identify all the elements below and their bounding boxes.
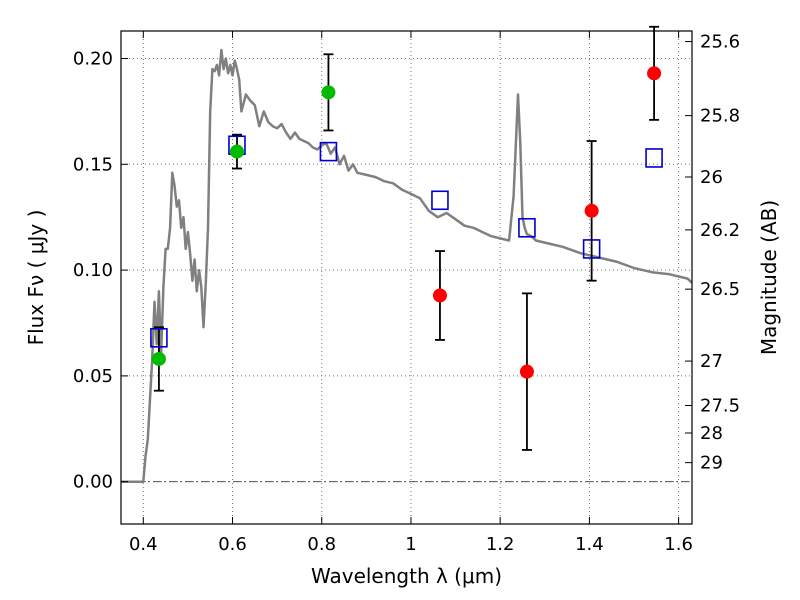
blue-square-marker — [518, 217, 536, 238]
y-tick-label: 0.00 — [73, 472, 113, 493]
right-tick-label: 29 — [700, 453, 723, 474]
y-tick-label: 0.20 — [73, 49, 113, 70]
right-tick-label: 27.5 — [700, 396, 740, 417]
data-point — [519, 364, 534, 379]
tick-layer: 0.4 0.6 0.8 1 1.2 1.4 1.6 0.00 0.05 0.10 0.15 0.20 2… — [73, 31, 740, 555]
x-tick-label: 1.6 — [664, 534, 693, 555]
blue-square-marker — [582, 239, 601, 259]
data-point — [584, 203, 599, 218]
series-layer — [121, 25, 693, 483]
right-tick-label: 28 — [700, 423, 723, 444]
right-tick-label: 26 — [700, 167, 723, 188]
x-tick-label: 0.6 — [218, 534, 247, 555]
x-tick-label: 0.4 — [129, 534, 158, 555]
right-tick-label: 25.8 — [700, 106, 740, 127]
blue-square-marker — [645, 148, 663, 168]
data-point — [647, 66, 662, 81]
y-tick-label: 0.15 — [73, 154, 113, 175]
right-tick-label: 26.2 — [700, 220, 740, 241]
x-tick-label: 1 — [405, 534, 416, 555]
blue-square-marker — [150, 328, 168, 348]
data-point — [321, 85, 336, 100]
x-axis-label: Wavelength λ (μm) — [311, 564, 502, 588]
right-tick-label: 26.5 — [700, 279, 740, 300]
data-point — [151, 351, 166, 366]
x-tick-label: 1.4 — [575, 534, 604, 555]
right-tick-label: 27 — [700, 351, 723, 372]
y-tick-label: 0.10 — [73, 260, 113, 281]
plot-frame — [120, 30, 693, 525]
y-axis-label-right: Magnitude (AB) — [757, 200, 781, 355]
x-tick-label: 0.8 — [307, 534, 336, 555]
data-point — [229, 144, 244, 159]
right-tick-label: 25.6 — [700, 32, 740, 53]
y-axis-label-left: Flux Fν ( μJy ) — [24, 210, 48, 346]
blue-square-marker — [319, 141, 338, 162]
data-point — [432, 288, 447, 303]
x-tick-label: 1.2 — [486, 534, 515, 555]
blue-square-marker — [431, 190, 449, 211]
y-tick-label: 0.05 — [73, 366, 113, 387]
model-spectrum-line — [121, 48, 693, 483]
